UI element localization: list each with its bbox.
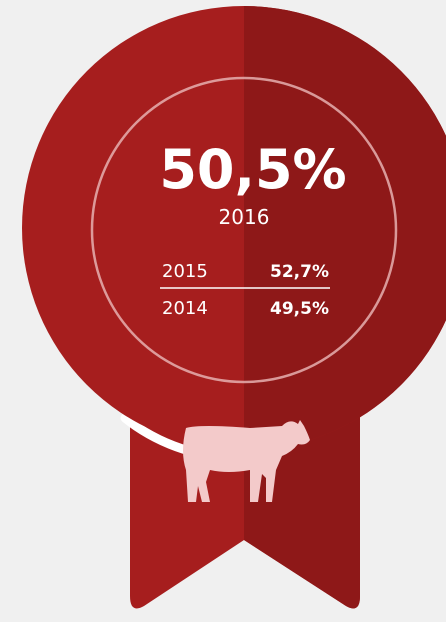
- inner-ring: [90, 76, 398, 384]
- main-value: 50,5%: [159, 138, 346, 201]
- medal-right: [244, 6, 446, 450]
- row-year: 2014: [162, 298, 208, 319]
- row-value: 52,7%: [270, 262, 329, 282]
- medal: [22, 6, 446, 450]
- row-year: 2015: [162, 261, 208, 282]
- row-value: 49,5%: [270, 299, 329, 319]
- main-year: 2016: [219, 205, 270, 229]
- cow-icon: [183, 420, 310, 502]
